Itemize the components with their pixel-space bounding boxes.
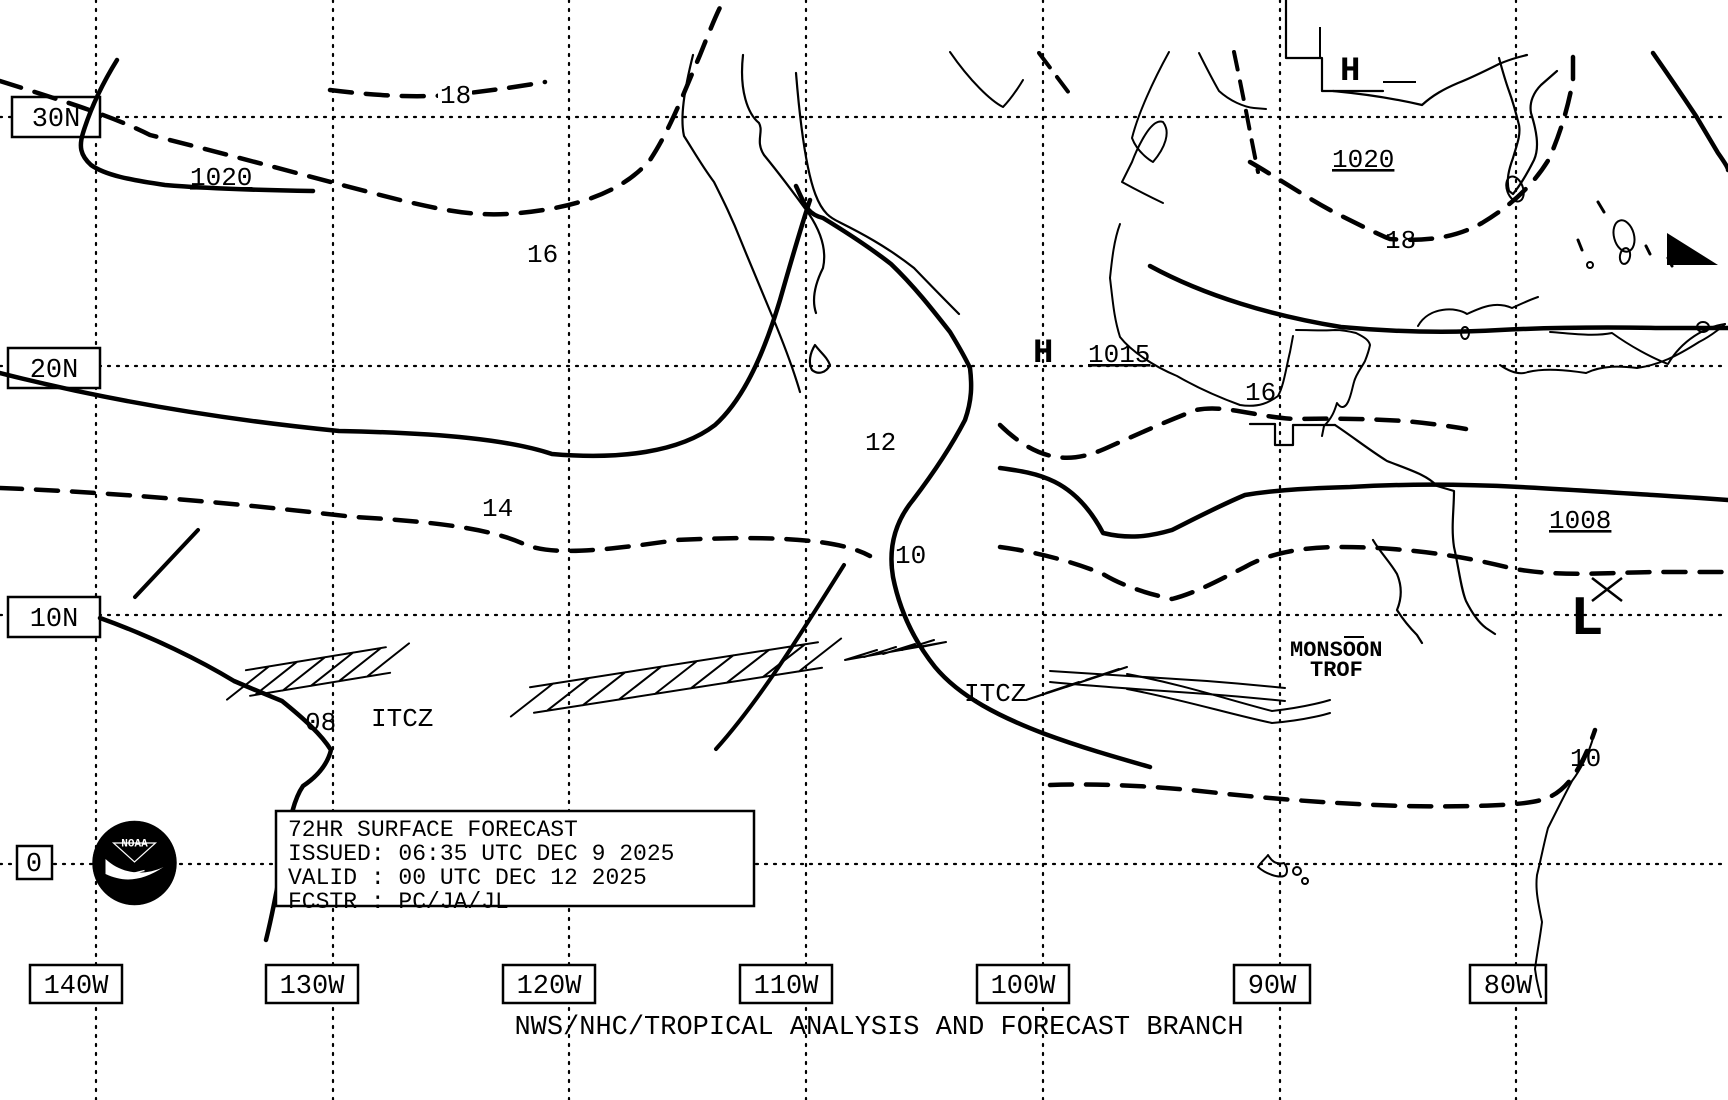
svg-text:130W: 130W: [280, 972, 346, 1002]
svg-text:NOAA: NOAA: [121, 839, 148, 851]
svg-text:140W: 140W: [44, 972, 110, 1002]
svg-text:10N: 10N: [30, 605, 79, 635]
svg-text:1020: 1020: [1332, 145, 1394, 175]
svg-text:16: 16: [1245, 378, 1276, 408]
svg-text:VALID : 00 UTC DEC 12 2025: VALID : 00 UTC DEC 12 2025: [288, 865, 647, 891]
svg-text:18: 18: [440, 81, 471, 111]
svg-text:FCSTR : PC/JA/JL: FCSTR : PC/JA/JL: [288, 889, 509, 915]
svg-text:1015: 1015: [1088, 340, 1150, 370]
svg-text:TROF: TROF: [1310, 658, 1363, 683]
svg-text:90W: 90W: [1248, 972, 1297, 1002]
svg-text:1008: 1008: [1549, 506, 1611, 536]
svg-text:ITCZ: ITCZ: [371, 704, 433, 734]
svg-text:110W: 110W: [754, 972, 820, 1002]
svg-text:120W: 120W: [517, 972, 583, 1002]
svg-text:H: H: [1340, 53, 1360, 91]
svg-text:16: 16: [527, 240, 558, 270]
svg-text:1020: 1020: [190, 163, 252, 193]
svg-text:08: 08: [305, 708, 336, 738]
svg-text:14: 14: [482, 494, 513, 524]
svg-text:ITCZ: ITCZ: [964, 679, 1026, 709]
svg-text:30N: 30N: [32, 105, 81, 135]
svg-text:10: 10: [895, 541, 926, 571]
svg-text:80W: 80W: [1484, 972, 1533, 1002]
svg-text:0: 0: [26, 850, 42, 880]
svg-text:100W: 100W: [991, 972, 1057, 1002]
svg-text:ISSUED: 06:35 UTC DEC 9 2025: ISSUED: 06:35 UTC DEC 9 2025: [288, 841, 674, 867]
svg-text:72HR SURFACE FORECAST: 72HR SURFACE FORECAST: [288, 817, 578, 843]
svg-text:12: 12: [865, 428, 896, 458]
svg-text:10: 10: [1570, 744, 1601, 774]
svg-text:18: 18: [1385, 226, 1416, 256]
svg-text:H: H: [1033, 335, 1053, 373]
svg-text:NWS/NHC/TROPICAL ANALYSIS AND: NWS/NHC/TROPICAL ANALYSIS AND FORECAST B…: [514, 1013, 1243, 1043]
